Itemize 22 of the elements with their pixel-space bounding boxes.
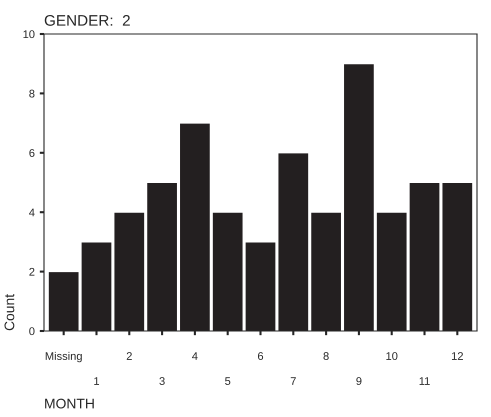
chart-title: GENDER: 2	[44, 15, 130, 26]
x-tick-label: 4	[192, 352, 198, 360]
x-tick-label: 6	[258, 352, 264, 360]
x-axis-title: MONTH	[45, 398, 94, 409]
y-tick-label: 2	[29, 268, 34, 276]
x-tick-label: 1	[94, 377, 100, 385]
y-tick-label: 4	[29, 208, 35, 216]
y-tick-label: 0	[29, 327, 35, 336]
x-tick-label: 3	[159, 377, 165, 385]
x-tick-label: 12	[452, 352, 463, 360]
x-tick-label: 10	[386, 352, 398, 360]
x-tick-label: 11	[420, 377, 430, 385]
x-tick-label: 8	[324, 352, 329, 360]
y-tick-label: 10	[23, 30, 35, 38]
y-tick-label: 6	[29, 149, 34, 157]
x-tick-label: 2	[126, 352, 132, 360]
y-axis-title: Count	[4, 294, 14, 330]
x-tick-label: 9	[356, 377, 362, 385]
y-tick-label: 8	[29, 90, 34, 98]
x-tick-label: 5	[225, 377, 230, 385]
x-tick-label: Missing	[46, 352, 82, 362]
x-tick-label: 7	[290, 377, 296, 385]
